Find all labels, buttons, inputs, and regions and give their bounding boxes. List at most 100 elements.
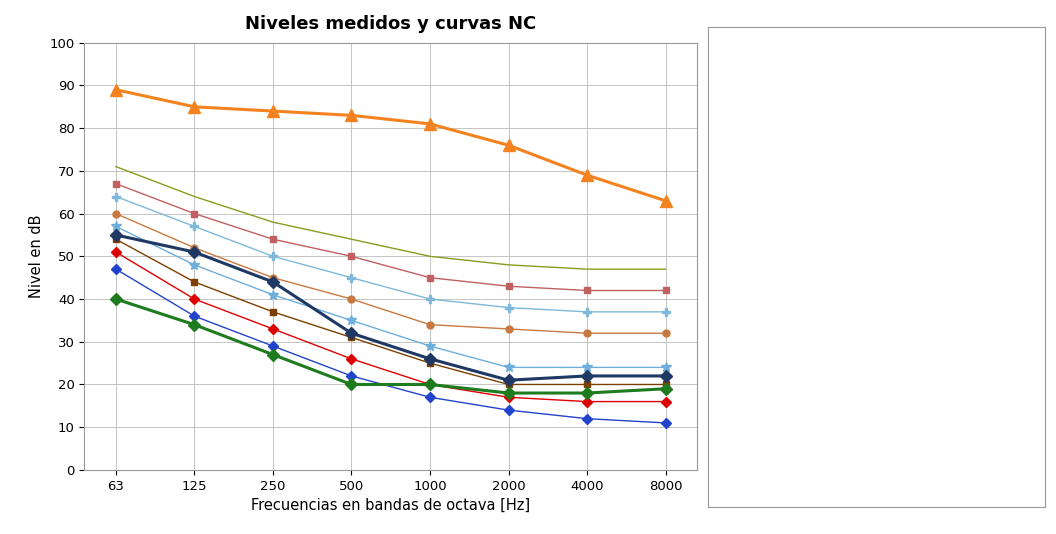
NC-30 — [266, 292, 279, 298]
NC-30 — [659, 364, 672, 371]
NC-45 — [188, 210, 201, 217]
Leq medido Auditorio Tanque 2 — [581, 390, 593, 396]
NC-45 — [423, 274, 436, 281]
NC-45 — [110, 180, 122, 187]
Line: NC-40: NC-40 — [112, 192, 670, 316]
NC-45 — [503, 283, 515, 289]
NC-30 — [188, 262, 201, 268]
Leq medido Auditorio Tanque 2 — [188, 321, 201, 328]
Leq medido Auditorio Tanque 2 — [503, 390, 515, 396]
NC-15 — [345, 373, 358, 379]
NC-30 — [110, 223, 122, 230]
NC-35 — [266, 274, 279, 281]
Leq medido TMGSM — [659, 198, 672, 204]
NC-35 — [345, 296, 358, 302]
NC-30 — [503, 364, 515, 371]
Line: NC-35: NC-35 — [112, 210, 670, 337]
Line: NC-45: NC-45 — [112, 180, 670, 294]
Y-axis label: Nivel en dB: Nivel en dB — [29, 215, 44, 298]
Leq medido TMGSM — [345, 112, 358, 119]
Leq medido Auditorio Tanque 1 — [188, 249, 201, 255]
X-axis label: Frecuencias en bandas de octava [Hz]: Frecuencias en bandas de octava [Hz] — [251, 498, 530, 513]
NC-35 — [188, 245, 201, 251]
Leq medido Auditorio Tanque 2 — [659, 386, 672, 392]
Leq medido TMGSM — [581, 172, 593, 178]
Leq medido Auditorio Tanque 1 — [345, 330, 358, 336]
NC-15 — [188, 313, 201, 319]
Leq medido Auditorio Tanque 1 — [503, 377, 515, 383]
NC-35 — [423, 321, 436, 328]
NC-35 — [659, 330, 672, 336]
NC-25 — [345, 334, 358, 341]
NC-45 — [659, 287, 672, 294]
Line: NC-15: NC-15 — [112, 265, 670, 427]
Line: NC-20: NC-20 — [112, 248, 670, 405]
NC-50 — [659, 266, 672, 272]
NC-30 — [423, 343, 436, 349]
NC-45 — [581, 287, 593, 294]
NC-30 — [581, 364, 593, 371]
NC-45 — [266, 236, 279, 242]
Leq medido Auditorio Tanque 2 — [266, 351, 279, 358]
NC-50 — [581, 266, 593, 272]
NC-40 — [345, 274, 358, 281]
NC-40 — [581, 309, 593, 315]
NC-50 — [110, 163, 122, 170]
Title: Niveles medidos y curvas NC: Niveles medidos y curvas NC — [245, 15, 536, 33]
Leq medido TMGSM — [266, 108, 279, 114]
Line: NC-50: NC-50 — [116, 167, 665, 269]
NC-20 — [110, 249, 122, 255]
NC-15 — [581, 415, 593, 422]
NC-50 — [345, 236, 358, 242]
NC-25 — [423, 360, 436, 366]
NC-50 — [266, 219, 279, 225]
Leq medido Auditorio Tanque 2 — [110, 296, 122, 302]
NC-20 — [423, 381, 436, 388]
Legend: Leq medido Auditorio Tanque 1, Leq medido Auditorio Tanque 2, Leq medido TMGSM, : Leq medido Auditorio Tanque 1, Leq medid… — [746, 43, 974, 265]
Leq medido Auditorio Tanque 1 — [266, 279, 279, 285]
NC-15 — [659, 420, 672, 426]
Leq medido TMGSM — [188, 104, 201, 110]
Leq medido Auditorio Tanque 2 — [423, 381, 436, 388]
NC-40 — [423, 296, 436, 302]
Line: Leq medido TMGSM: Leq medido TMGSM — [110, 84, 672, 206]
Leq medido Auditorio Tanque 1 — [423, 356, 436, 362]
NC-15 — [266, 343, 279, 349]
Leq medido Auditorio Tanque 2 — [345, 381, 358, 388]
NC-25 — [188, 279, 201, 285]
Leq medido Auditorio Tanque 1 — [110, 232, 122, 238]
NC-35 — [581, 330, 593, 336]
NC-20 — [345, 356, 358, 362]
Leq medido Auditorio Tanque 1 — [581, 373, 593, 379]
NC-15 — [503, 407, 515, 413]
NC-45 — [345, 253, 358, 260]
Leq medido TMGSM — [423, 121, 436, 127]
NC-20 — [503, 394, 515, 400]
Leq medido TMGSM — [110, 87, 122, 93]
Line: Leq medido Auditorio Tanque 1: Leq medido Auditorio Tanque 1 — [112, 231, 670, 384]
NC-50 — [423, 253, 436, 260]
Leq medido Auditorio Tanque 1 — [659, 373, 672, 379]
Line: NC-25: NC-25 — [112, 235, 670, 388]
NC-25 — [266, 309, 279, 315]
NC-25 — [503, 381, 515, 388]
NC-40 — [110, 193, 122, 200]
Line: Leq medido Auditorio Tanque 2: Leq medido Auditorio Tanque 2 — [112, 295, 670, 397]
NC-40 — [659, 309, 672, 315]
NC-40 — [188, 223, 201, 230]
NC-35 — [110, 210, 122, 217]
Leq medido TMGSM — [503, 142, 515, 148]
NC-50 — [503, 262, 515, 268]
NC-50 — [188, 193, 201, 200]
Line: NC-30: NC-30 — [111, 222, 671, 372]
NC-25 — [659, 381, 672, 388]
NC-20 — [581, 398, 593, 405]
NC-15 — [110, 266, 122, 272]
NC-20 — [659, 398, 672, 405]
NC-40 — [266, 253, 279, 260]
NC-35 — [503, 326, 515, 332]
NC-40 — [503, 304, 515, 311]
NC-20 — [188, 296, 201, 302]
NC-25 — [581, 381, 593, 388]
NC-25 — [110, 236, 122, 242]
